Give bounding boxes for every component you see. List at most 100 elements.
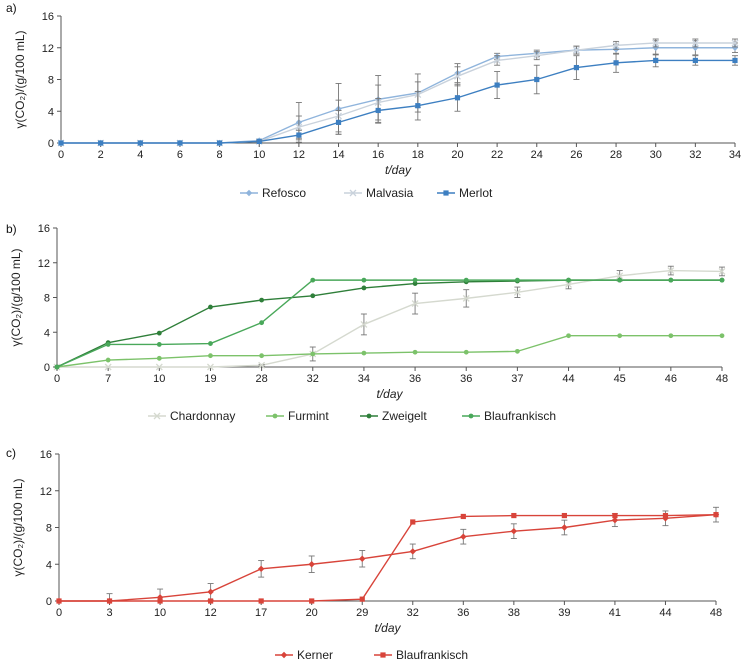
legend-entry: Merlot (459, 186, 493, 200)
legend-swatch-marker (366, 413, 372, 419)
x-tick-label: 30 (650, 149, 662, 161)
series-line-zweigelt (56, 279, 722, 368)
x-tick-label: 8 (217, 149, 223, 161)
data-point-merlot (732, 57, 738, 64)
data-point-blaufrankisch (511, 512, 517, 519)
data-point-kerner (510, 527, 518, 535)
data-point-malvasia (731, 39, 739, 47)
data-point-furmint (514, 348, 520, 354)
data-point-blaufrankisch (258, 598, 264, 604)
data-point-malvasia (493, 56, 501, 64)
data-point-blaufrankisch (719, 277, 725, 283)
series-line-merlot (61, 59, 735, 144)
data-point-kerner (308, 561, 315, 568)
data-point-merlot (256, 138, 262, 145)
data-point-blaufrankisch (361, 277, 367, 283)
data-point-malvasia (572, 46, 580, 54)
legend-swatch-marker (272, 413, 278, 419)
x-tick-label: 24 (531, 149, 543, 161)
data-point-blaufrankisch (514, 277, 520, 283)
data-point-blaufrankisch (617, 277, 623, 283)
data-point-merlot (177, 140, 183, 146)
legend-swatch-marker (153, 412, 161, 420)
data-point-blaufrankisch (668, 277, 674, 283)
y-tick-label: 16 (40, 449, 52, 461)
legend-entry: Zweigelt (382, 409, 427, 423)
data-point-blaufrankisch (359, 596, 365, 602)
x-tick-label: 29 (356, 607, 368, 619)
y-tick-label: 0 (46, 596, 52, 608)
data-point-malvasia (454, 72, 461, 80)
series-line-blaufrankisch (56, 279, 722, 368)
x-tick-label: 6 (177, 149, 183, 161)
legend-entry: Blaufrankisch (396, 648, 468, 662)
data-point-merlot (375, 107, 381, 114)
data-point-merlot (534, 76, 540, 83)
data-point-blaufrankisch (662, 512, 669, 519)
y-axis-title: γ(CO₂)/(g/100 mL) (9, 248, 23, 346)
data-point-chardonnay (462, 294, 470, 302)
data-point-blaufrankisch (208, 341, 213, 346)
y-tick-label: 4 (44, 327, 50, 339)
y-axis-title: γ(CO₂)/(g/100 mL) (11, 478, 25, 576)
data-point-merlot (137, 140, 143, 146)
x-tick-label: 32 (689, 149, 701, 161)
x-axis-title: t/day (385, 163, 412, 177)
x-tick-label: 16 (372, 149, 384, 161)
data-point-furmint (310, 351, 316, 357)
data-point-blaufrankisch (54, 364, 60, 370)
data-point-chardonnay (565, 281, 572, 288)
y-tick-label: 12 (40, 486, 52, 498)
data-point-malvasia (533, 52, 541, 60)
data-point-malvasia (612, 41, 620, 49)
y-tick-label: 8 (46, 523, 52, 535)
y-tick-label: 8 (44, 293, 50, 305)
data-point-malvasia (295, 123, 303, 131)
x-tick-label: 44 (659, 607, 671, 619)
x-tick-label: 3 (106, 607, 112, 619)
y-tick-label: 12 (38, 258, 50, 270)
data-point-furmint (719, 333, 725, 339)
legend-swatch-marker (245, 189, 253, 197)
x-tick-label: 10 (154, 607, 166, 619)
data-point-chardonnay (616, 272, 624, 280)
data-point-chardonnay (411, 300, 419, 308)
legend-entry: Blaufrankisch (484, 409, 556, 423)
data-point-blaufrankisch (310, 277, 316, 283)
data-point-chardonnay (207, 363, 214, 371)
data-point-chardonnay (104, 363, 112, 371)
data-point-furmint (463, 349, 469, 355)
data-point-furmint (668, 333, 674, 339)
data-point-kerner (561, 524, 568, 531)
data-point-blaufrankisch (412, 277, 418, 283)
y-tick-label: 16 (42, 11, 54, 23)
data-point-merlot (216, 140, 223, 146)
x-tick-label: 48 (710, 607, 722, 619)
data-point-kerner (359, 555, 366, 562)
x-tick-label: 36 (460, 373, 472, 385)
x-tick-label: 36 (457, 607, 469, 619)
y-tick-label: 12 (42, 43, 54, 55)
data-point-blaufrankisch (208, 598, 214, 604)
data-point-chardonnay (155, 363, 163, 371)
data-point-refosco (692, 44, 699, 51)
data-point-kerner (156, 594, 164, 601)
x-tick-label: 0 (58, 149, 64, 161)
data-point-zweigelt (412, 281, 418, 286)
data-point-blaufrankisch (463, 277, 469, 283)
x-tick-label: 17 (255, 607, 267, 619)
data-point-merlot (454, 95, 461, 101)
series-line-blaufrankisch (59, 513, 717, 602)
x-tick-label: 37 (511, 373, 523, 385)
data-point-malvasia (691, 39, 699, 47)
data-point-furmint (105, 357, 111, 363)
legend-entry: Kerner (297, 648, 333, 662)
data-point-furmint (259, 353, 265, 359)
data-point-furmint (156, 355, 162, 361)
data-point-merlot (692, 57, 698, 64)
series-line-furmint (56, 335, 722, 368)
x-tick-label: 48 (716, 373, 728, 385)
x-tick-label: 20 (451, 149, 463, 161)
data-point-kerner (207, 588, 214, 596)
